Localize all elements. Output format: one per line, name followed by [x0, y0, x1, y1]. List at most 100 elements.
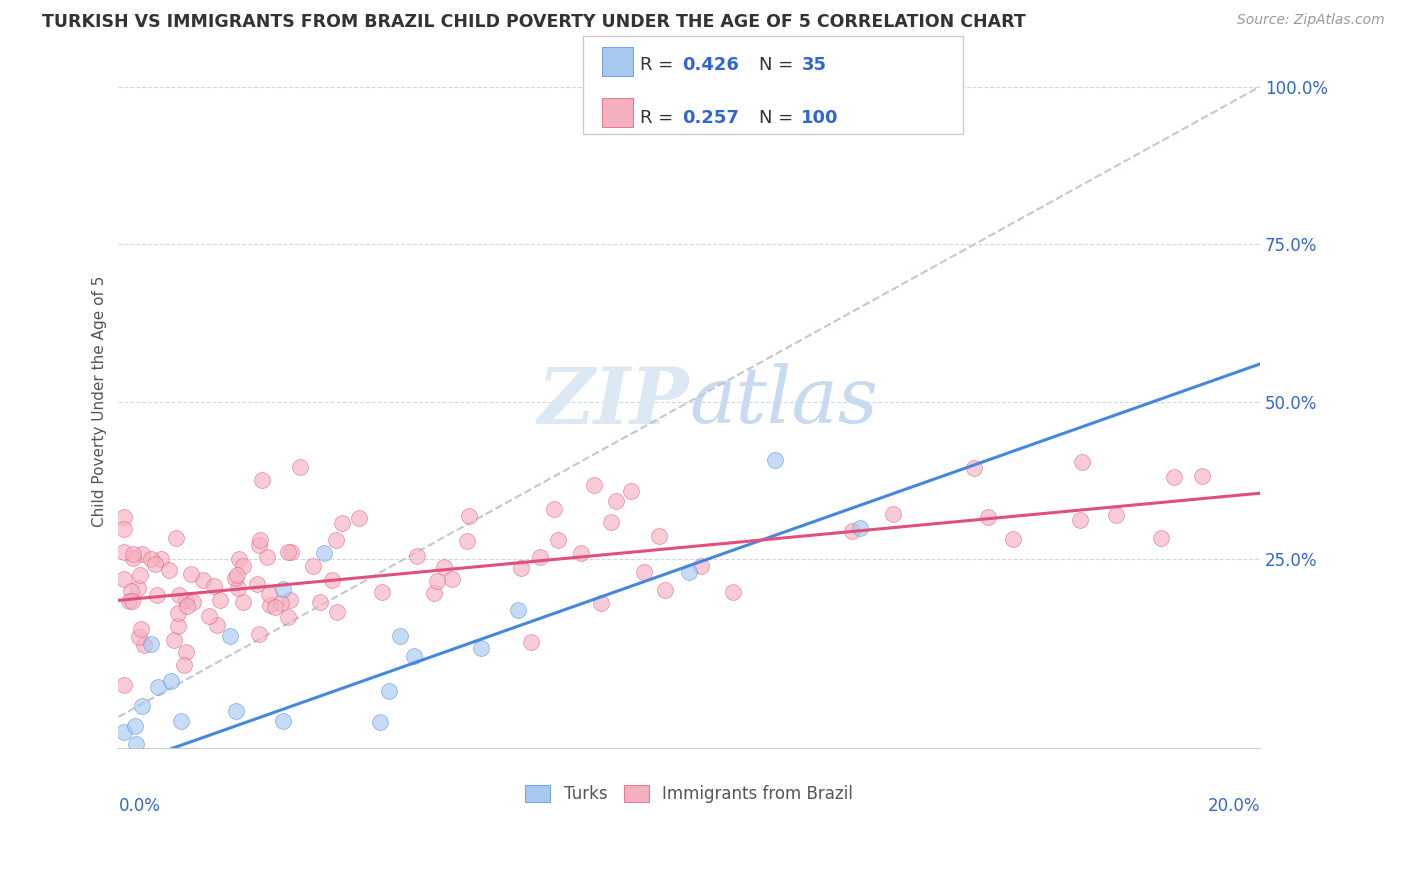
Point [112, 871, 135, 886]
Point [121, 547, 143, 561]
Point [280, 544, 302, 558]
Point [288, 460, 311, 475]
Point [120, 584, 142, 599]
Point [849, 521, 872, 535]
Legend: Turks, Immigrants from Brazil: Turks, Immigrants from Brazil [519, 778, 859, 809]
Point [141, 637, 163, 651]
Point [520, 635, 543, 649]
Point [112, 522, 135, 536]
Point [132, 638, 155, 652]
Point [118, 594, 141, 608]
Point [378, 684, 401, 698]
Point [508, 603, 530, 617]
Point [186, 809, 208, 823]
Point [841, 524, 863, 538]
Point [232, 558, 254, 573]
Point [121, 551, 143, 566]
Point [569, 546, 592, 560]
Point [529, 549, 551, 564]
Point [197, 609, 219, 624]
Point [257, 797, 280, 812]
Point [648, 529, 671, 543]
Text: Source: ZipAtlas.com: Source: ZipAtlas.com [1237, 13, 1385, 28]
Point [146, 680, 169, 694]
Point [1149, 531, 1171, 545]
Text: R =: R = [640, 56, 679, 74]
Point [326, 605, 349, 619]
Text: 0.257: 0.257 [682, 109, 738, 127]
Point [543, 502, 565, 516]
Point [721, 585, 744, 599]
Text: R =: R = [640, 109, 679, 127]
Point [456, 534, 478, 549]
Point [678, 565, 700, 579]
Point [371, 584, 394, 599]
Point [406, 549, 429, 564]
Point [388, 629, 411, 643]
Point [271, 714, 294, 728]
Point [162, 774, 184, 789]
Point [321, 574, 343, 588]
Point [312, 546, 335, 560]
Text: 0.0%: 0.0% [118, 797, 160, 815]
Point [605, 494, 627, 508]
Point [180, 567, 202, 582]
Point [1163, 470, 1185, 484]
Point [441, 572, 464, 586]
Text: 100: 100 [801, 109, 839, 127]
Point [112, 724, 135, 739]
Point [225, 704, 247, 718]
Point [277, 545, 299, 559]
Point [226, 567, 249, 582]
Point [547, 533, 569, 547]
Text: atlas: atlas [689, 364, 877, 440]
Point [257, 587, 280, 601]
Text: N =: N = [759, 109, 793, 127]
Point [181, 595, 204, 609]
Point [149, 793, 172, 807]
Y-axis label: Child Poverty Under the Age of 5: Child Poverty Under the Age of 5 [93, 277, 107, 527]
Point [882, 508, 904, 522]
Point [211, 868, 233, 882]
Point [131, 699, 153, 714]
Point [247, 626, 270, 640]
Point [173, 657, 195, 672]
Point [163, 632, 186, 647]
Point [155, 847, 177, 862]
Point [139, 552, 162, 566]
Point [600, 516, 623, 530]
Point [458, 509, 481, 524]
Point [591, 596, 613, 610]
Point [256, 549, 278, 564]
Point [330, 516, 353, 531]
Point [174, 593, 197, 607]
Point [112, 784, 135, 798]
Point [291, 803, 314, 817]
Point [271, 582, 294, 596]
Point [470, 640, 492, 655]
Text: 0.426: 0.426 [682, 56, 738, 74]
Point [245, 577, 267, 591]
Point [224, 571, 246, 585]
Point [654, 583, 676, 598]
Point [250, 473, 273, 487]
Point [129, 567, 152, 582]
Point [763, 453, 786, 467]
Point [404, 649, 426, 664]
Point [263, 600, 285, 615]
Point [167, 588, 190, 602]
Point [125, 737, 148, 751]
Point [195, 756, 218, 770]
Point [689, 558, 711, 573]
Point [1001, 532, 1024, 546]
Point [128, 883, 150, 892]
Point [204, 580, 226, 594]
Point [208, 593, 231, 607]
Point [160, 674, 183, 689]
Point [963, 461, 986, 475]
Point [347, 510, 370, 524]
Point [1105, 508, 1128, 522]
Point [325, 533, 347, 547]
Point [143, 557, 166, 571]
Point [620, 483, 643, 498]
